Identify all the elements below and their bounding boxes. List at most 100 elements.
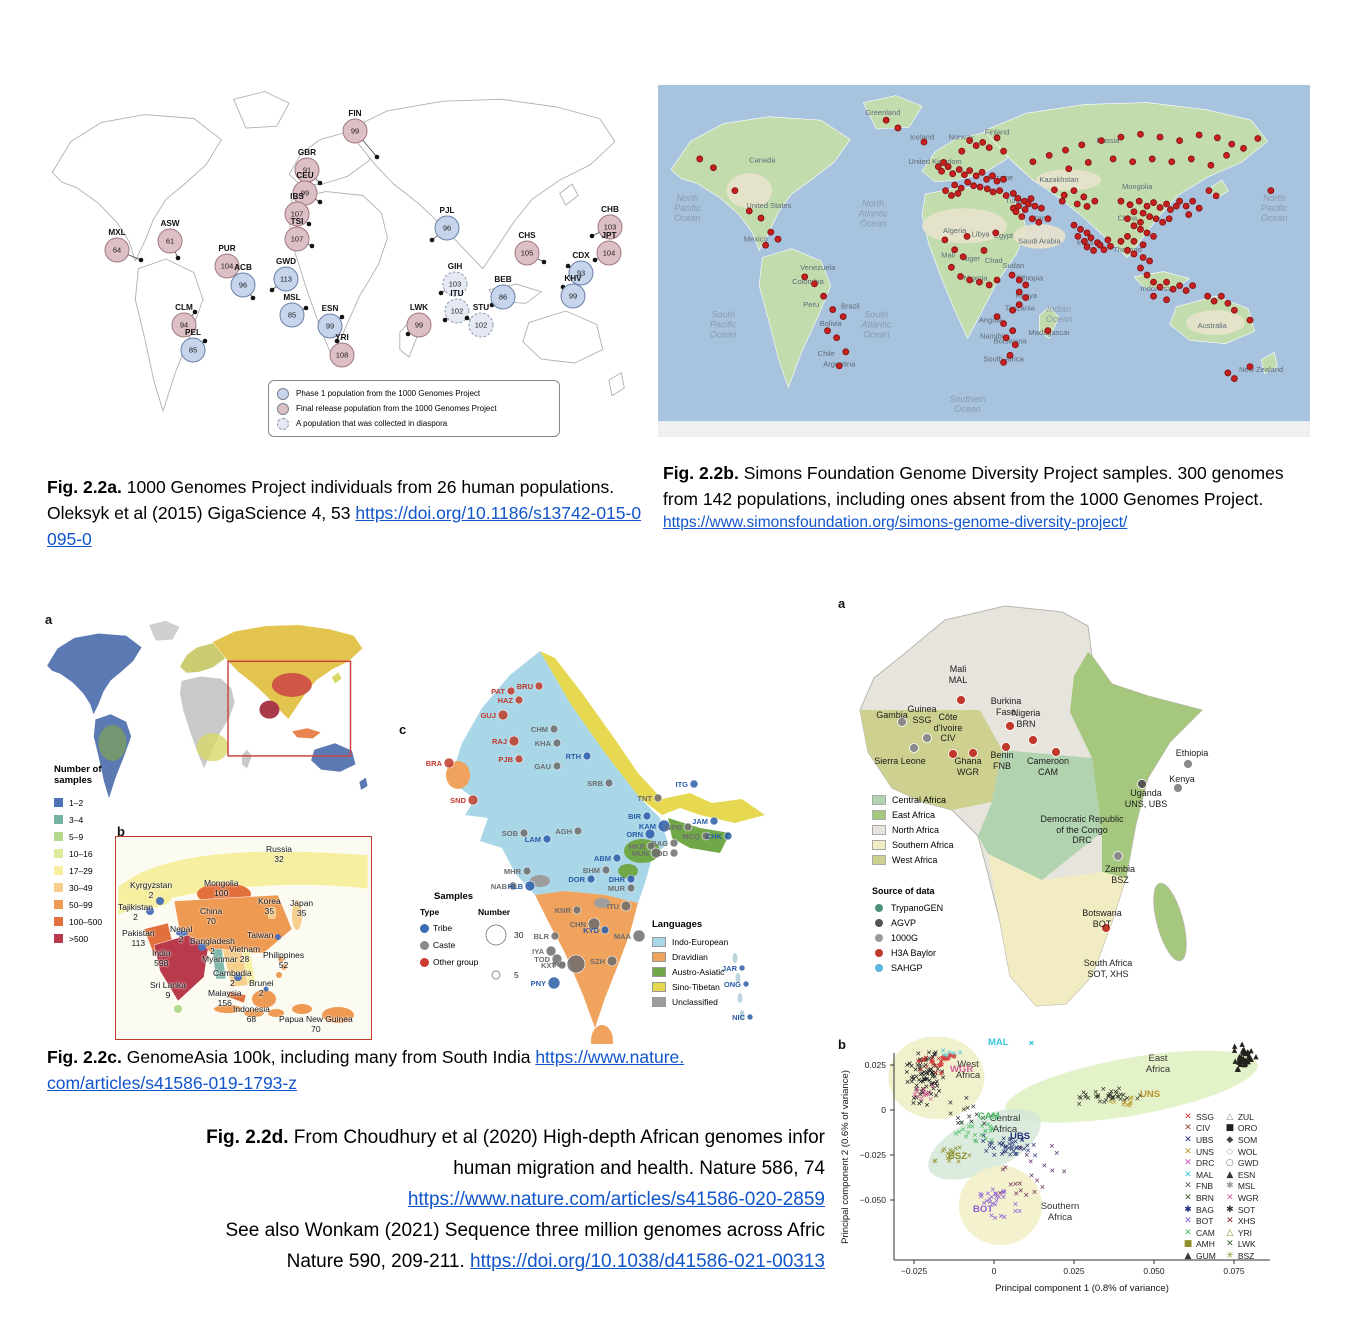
svg-text:✕: ✕ [1111, 1099, 1117, 1107]
svg-text:102: 102 [475, 321, 488, 330]
fig-d-link[interactable]: https://doi.org/10.1038/d41586-021-00313 [470, 1251, 825, 1272]
india-group-BRU: BRU [517, 681, 544, 691]
svg-text:0.050: 0.050 [1143, 1266, 1165, 1276]
svg-text:✕: ✕ [948, 1051, 954, 1059]
svg-text:✕: ✕ [992, 1214, 998, 1222]
svg-text:✕: ✕ [966, 1152, 972, 1160]
svg-text:✕: ✕ [985, 1121, 991, 1129]
svg-text:Mali: Mali [941, 250, 955, 259]
region-swatch [872, 824, 886, 835]
svg-text:✕: ✕ [1121, 1096, 1127, 1104]
svg-text:✕: ✕ [931, 1062, 937, 1070]
svg-text:✕: ✕ [989, 1140, 995, 1148]
india-group-SZH: SZH [590, 955, 618, 967]
svg-text:▲: ▲ [1246, 1057, 1252, 1065]
svg-text:✱: ✱ [939, 1061, 945, 1069]
svg-text:▲: ▲ [1242, 1047, 1248, 1055]
fig-d-caption-line-2: human migration and health. Nature 586, … [453, 1158, 825, 1179]
fig-a-legend-item: A population that was collected in diasp… [277, 416, 551, 431]
svg-text:✕: ✕ [1017, 1180, 1023, 1188]
svg-text:✕: ✕ [928, 1067, 934, 1075]
svg-text:✕: ✕ [928, 1095, 934, 1103]
svg-text:−0.025: −0.025 [901, 1266, 928, 1276]
india-group-KHA: KHA [535, 738, 562, 748]
svg-text:✕: ✕ [928, 1081, 934, 1089]
pca-legend-SSG: ✕ SSG [1182, 1111, 1216, 1123]
svg-text:✕: ✕ [1007, 1151, 1013, 1159]
svg-text:✕: ✕ [913, 1086, 919, 1094]
scale-label: 30–49 [69, 882, 93, 893]
source-legend-1000g: 1000G [872, 930, 943, 945]
fig-d-caption-line-5: Nature 590, 209-211. https://doi.org/10.… [286, 1251, 825, 1272]
svg-text:✕: ✕ [915, 1050, 921, 1058]
fig-a-doi-link[interactable]: https://doi.org/10.1186/s13742-015-0095-… [47, 503, 642, 549]
fig-c-caption: Fig. 2.2c. GenomeAsia 100k, including ma… [47, 1044, 687, 1096]
svg-text:United Kingdom: United Kingdom [908, 157, 961, 166]
population-STU: 102 STU [464, 303, 494, 338]
pca-y-axis-label: Principal component 2 (0.6% of variance) [840, 1070, 851, 1244]
svg-text:✕: ✕ [949, 1148, 955, 1156]
svg-text:✕: ✕ [938, 1070, 944, 1078]
india-group-RAJ: RAJ [492, 735, 520, 747]
svg-text:Chile: Chile [818, 349, 835, 358]
svg-text:RTH: RTH [566, 752, 581, 761]
scale-swatch [54, 883, 63, 892]
svg-text:✕: ✕ [930, 1082, 936, 1090]
svg-text:▲: ▲ [1249, 1055, 1255, 1063]
language-item-indo-european: Indo-European [652, 934, 782, 949]
svg-text:✕: ✕ [966, 1113, 972, 1121]
scale-swatch [54, 900, 63, 909]
fig-b-link[interactable]: https://www.simonsfoundation.org/simons-… [663, 514, 1128, 531]
svg-text:✕: ✕ [1009, 1146, 1015, 1154]
pca-legend-ZUL: △ ZUL [1224, 1111, 1259, 1123]
pca-legend-WOL: ◇ WOL [1224, 1146, 1259, 1158]
svg-text:CHB: CHB [601, 205, 619, 214]
type-dot [420, 957, 429, 967]
asia-country-papua-new-guinea: Papua New Guinea 70 [279, 1014, 353, 1034]
svg-text:✕: ✕ [991, 1151, 997, 1159]
india-languages-legend: Languages Indo-European Dravidian Austro-As… [652, 919, 782, 1009]
samples-legend-col-number: Number [478, 907, 511, 917]
india-group-BRA: BRA [426, 757, 455, 769]
svg-text:CHM: CHM [531, 725, 548, 734]
svg-text:✕: ✕ [927, 1055, 933, 1063]
language-swatch [652, 981, 666, 992]
svg-text:✕: ✕ [987, 1123, 993, 1131]
svg-text:Egypt: Egypt [994, 231, 1014, 240]
svg-text:✱: ✱ [947, 1052, 953, 1060]
svg-text:✕: ✕ [1137, 1092, 1143, 1100]
svg-text:✕: ✕ [1041, 1162, 1047, 1170]
svg-text:✕: ✕ [938, 1057, 944, 1065]
svg-text:CHK: CHK [706, 832, 723, 841]
fig-b-caption: Fig. 2.2b. Simons Foundation Genome Dive… [663, 460, 1323, 534]
india-group-PNY: PNY [531, 976, 561, 990]
svg-text:✕: ✕ [1105, 1093, 1111, 1101]
svg-text:▲: ▲ [1246, 1052, 1252, 1060]
svg-text:Iceland: Iceland [910, 133, 934, 142]
asia-country-philippines: Philippines 52 [263, 950, 305, 970]
svg-text:✕: ✕ [940, 1047, 946, 1055]
svg-text:✕: ✕ [1127, 1102, 1133, 1110]
svg-text:0: 0 [881, 1105, 886, 1115]
fig-a-legend-item: Phase 1 population from the 1000 Genomes… [277, 386, 551, 401]
svg-text:✕: ✕ [919, 1095, 925, 1103]
svg-text:✕: ✕ [980, 1137, 986, 1145]
asia-country-vietnam: Vietnam 28 [229, 944, 261, 964]
svg-text:✕: ✕ [1001, 1135, 1007, 1143]
fig-d-link[interactable]: https://www.nature.com/articles/s41586-0… [407, 1189, 825, 1210]
svg-text:✕: ✕ [963, 1133, 969, 1141]
svg-text:✕: ✕ [1032, 1152, 1038, 1160]
svg-text:Peru: Peru [803, 300, 819, 309]
region-legend-central-africa: Central Africa [872, 792, 954, 807]
svg-text:IYA: IYA [532, 947, 544, 956]
pca-legend-GWD: ○ GWD [1224, 1157, 1259, 1169]
population-ACB: 96 ACB [230, 263, 256, 301]
world-map-sgdp: North Pacific Ocean North Atlantic Ocean South… [658, 85, 1310, 437]
fig-a-caption-text: 1000 Genomes Project individuals from 26… [47, 477, 615, 523]
pca-legend-symbol: ▲ [1184, 1250, 1192, 1261]
fig-c-caption-tag: Fig. 2.2c. [47, 1047, 122, 1067]
africa-country-uganda: Uganda UNS, UBS [1124, 788, 1168, 809]
fig-c-link[interactable]: https://www.nature.com/articles/s41586-0… [47, 1047, 685, 1093]
svg-text:✕: ✕ [911, 1100, 917, 1108]
svg-text:PNY: PNY [531, 979, 546, 988]
